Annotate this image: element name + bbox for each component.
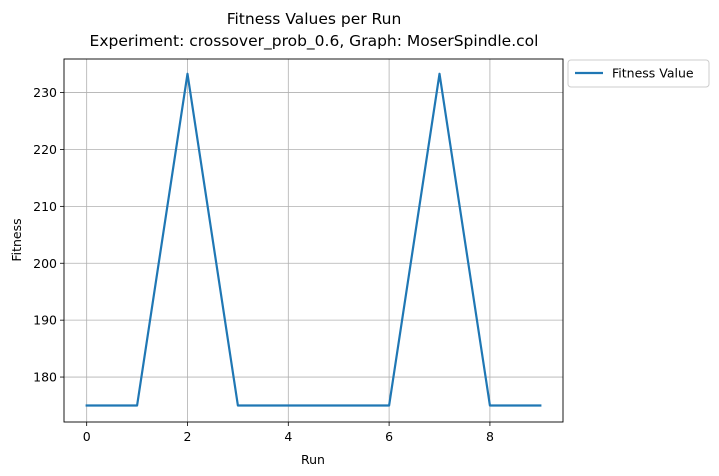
x-tick-label: 6	[385, 429, 393, 444]
ticks: 0 2 4 6 8 180 190 200 210 220 230	[33, 85, 494, 444]
y-tick-label: 180	[33, 370, 57, 385]
legend-box	[567, 59, 710, 88]
series-line	[85, 72, 542, 407]
y-tick-label: 220	[33, 142, 57, 157]
legend-label: Fitness Value	[612, 66, 694, 81]
grid	[64, 59, 563, 422]
x-axis-label: Run	[301, 452, 325, 467]
y-tick-label: 210	[33, 199, 57, 214]
y-tick-label: 230	[33, 85, 57, 100]
y-axis-label: Fitness	[9, 218, 24, 261]
x-tick-label: 2	[184, 429, 192, 444]
chart-title: Fitness Values per Run	[227, 10, 402, 28]
x-tick-label: 8	[486, 429, 494, 444]
series-layer	[85, 72, 542, 407]
y-tick-label: 200	[33, 256, 57, 271]
y-tick-label: 190	[33, 313, 57, 328]
legend: Fitness Value	[567, 59, 710, 88]
x-tick-label: 4	[284, 429, 292, 444]
chart-subtitle: Experiment: crossover_prob_0.6, Graph: M…	[90, 32, 539, 51]
x-tick-label: 0	[83, 429, 91, 444]
plot-frame	[63, 58, 564, 423]
